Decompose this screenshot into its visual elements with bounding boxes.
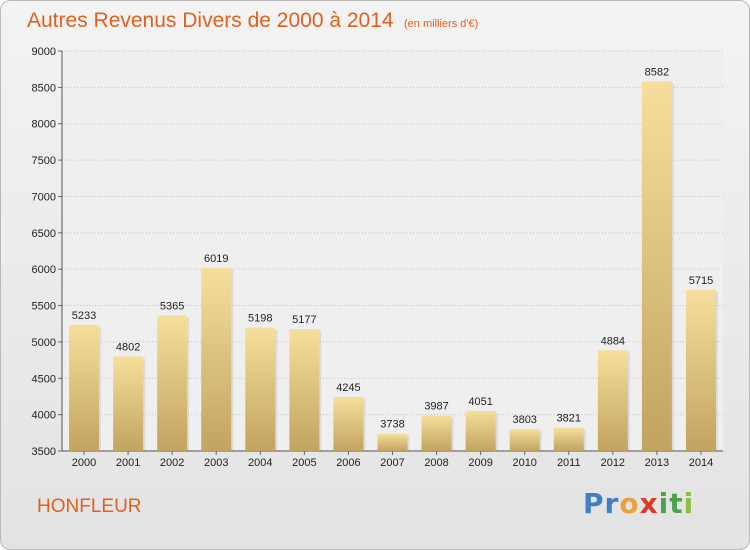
logo-letter: r [604,487,620,520]
logo-letter: t [669,487,684,520]
bar [113,356,144,451]
logo-letter: i [683,487,695,520]
x-tick-label: 2008 [424,457,448,469]
y-tick-label: 6500 [32,228,56,240]
title-main: Autres Revenus Divers de 2000 à 2014 [27,9,394,32]
bar [641,81,672,452]
bar [69,324,100,451]
x-tick-label: 2004 [248,457,272,469]
bar-value-label: 5177 [292,314,316,326]
logo-letter: i [658,487,670,520]
bar [377,433,408,451]
x-tick-label: 2007 [380,457,404,469]
y-tick-label: 8500 [32,82,56,94]
bar [597,350,628,451]
proxiti-logo: Proxiti [583,487,694,520]
bar [333,396,364,451]
y-tick-label: 7500 [32,155,56,167]
x-tick-label: 2005 [292,457,316,469]
x-tick-label: 2009 [468,457,492,469]
y-tick-label: 9000 [32,46,56,58]
y-tick-label: 5000 [32,337,56,349]
logo-letter: P [583,487,605,520]
x-tick-label: 2011 [557,457,581,469]
logo-letter: x [639,487,659,520]
city-name: HONFLEUR [37,496,142,517]
x-tick-label: 2014 [689,457,713,469]
x-tick-label: 2006 [336,457,360,469]
x-tick-label: 2010 [512,457,536,469]
bar-value-label: 3821 [557,413,581,425]
bar-value-label: 5715 [689,275,713,287]
chart-title: Autres Revenus Divers de 2000 à 2014 (en… [27,9,478,33]
bar-value-label: 4884 [601,335,625,347]
bar-value-label: 8582 [645,66,669,78]
bar-value-label: 6019 [204,253,228,265]
bar [553,427,584,451]
bar-value-label: 4051 [468,396,492,408]
y-tick-label: 6000 [32,264,56,276]
bar-value-label: 5198 [248,313,272,325]
bar [289,329,320,451]
bar-value-label: 4245 [336,382,360,394]
y-tick-label: 4500 [32,373,56,385]
bar-value-label: 4802 [116,341,140,353]
y-tick-label: 3500 [32,446,56,458]
bar-value-label: 5233 [72,310,96,322]
bar [421,415,452,451]
x-tick-label: 2002 [160,457,184,469]
y-tick-label: 7000 [32,191,56,203]
bar [201,267,232,451]
x-tick-label: 2003 [204,457,228,469]
x-tick-label: 2001 [116,457,140,469]
y-tick-label: 5500 [32,301,56,313]
bar [685,289,716,451]
y-tick-label: 4000 [32,410,56,422]
bar [245,327,276,451]
x-tick-label: 2000 [72,457,96,469]
x-tick-label: 2012 [601,457,625,469]
bar-value-label: 3738 [380,419,404,431]
title-unit: (en milliers d'€) [404,18,479,30]
bar-value-label: 3987 [424,401,448,413]
bar [509,428,540,451]
bar [157,315,188,451]
bar [465,410,496,451]
logo-letter: o [619,487,640,520]
bar-value-label: 5365 [160,300,184,312]
bar-value-label: 3803 [512,414,536,426]
y-tick-label: 8000 [32,119,56,131]
x-tick-label: 2013 [645,457,669,469]
